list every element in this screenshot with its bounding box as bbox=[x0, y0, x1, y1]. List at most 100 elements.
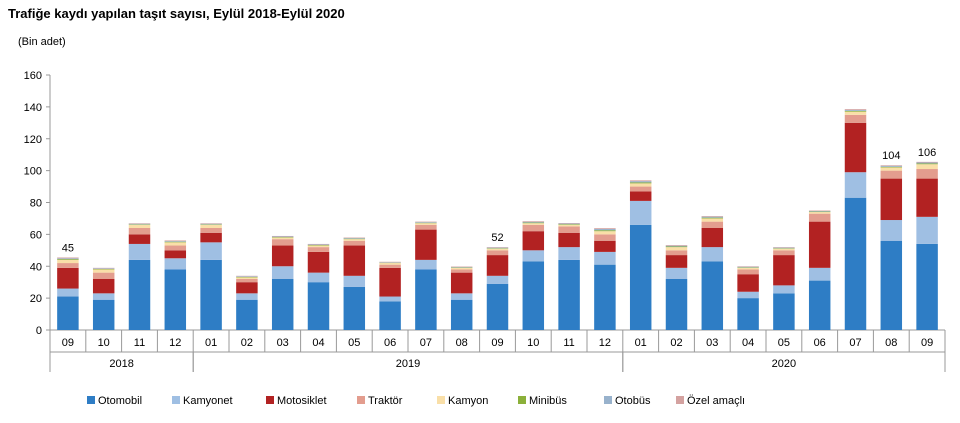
bar-segment-otob-s bbox=[844, 109, 867, 111]
bar-segment-kamyon bbox=[450, 267, 473, 270]
bar-segment-otob-s bbox=[343, 238, 366, 239]
y-tick-label: 40 bbox=[30, 261, 42, 273]
bar-segment-kamyon bbox=[307, 245, 330, 248]
bar-segment-kamyon bbox=[773, 248, 795, 251]
bar-segment-trakt-r bbox=[486, 250, 509, 256]
bar-segment-kamyonet bbox=[737, 291, 759, 299]
chart-title: Trafiğe kaydı yapılan taşıt sayısı, Eylü… bbox=[8, 6, 345, 21]
bar-segment-motosiklet bbox=[808, 221, 831, 268]
bar-segment-kamyonet bbox=[307, 272, 330, 283]
bar-segment-otob-s bbox=[916, 162, 938, 164]
y-axis-label: (Bin adet) bbox=[18, 36, 66, 48]
bar-segment--zel-ama-l- bbox=[665, 245, 688, 246]
bar-segment-otob-s bbox=[629, 181, 652, 183]
bar-segment-motosiklet bbox=[665, 255, 688, 268]
bar-segment-motosiklet bbox=[92, 279, 115, 294]
bar-segment-kamyon bbox=[558, 224, 580, 227]
x-group-label: 2020 bbox=[772, 358, 796, 370]
bar-segment-trakt-r bbox=[271, 239, 294, 246]
legend-swatch bbox=[518, 396, 526, 404]
data-label-total: 104 bbox=[882, 150, 900, 162]
bar-segment-kamyon bbox=[594, 231, 616, 235]
x-tick-label: 08 bbox=[885, 337, 897, 349]
bar-segment-otomobil bbox=[486, 283, 509, 330]
x-tick-label: 07 bbox=[420, 337, 432, 349]
bar-segment-kamyon bbox=[271, 237, 294, 240]
legend-entry: Kamyonet bbox=[183, 395, 233, 407]
bar-segment-otob-s bbox=[701, 216, 724, 218]
bar-segment-kamyonet bbox=[450, 293, 473, 300]
bar-segment--zel-ama-l- bbox=[880, 165, 903, 166]
bar-segment-kamyonet bbox=[522, 250, 545, 262]
bar-segment-kamyon bbox=[844, 111, 867, 115]
x-tick-label: 11 bbox=[563, 337, 574, 349]
bar-segment-otomobil bbox=[343, 286, 366, 330]
bar-segment-kamyon bbox=[629, 183, 652, 187]
x-tick-label: 09 bbox=[62, 337, 74, 349]
bar-segment-kamyonet bbox=[773, 285, 795, 294]
bar-segment-otob-s bbox=[737, 266, 759, 268]
bar-segment-kamyon bbox=[880, 167, 903, 171]
legend-swatch bbox=[172, 396, 180, 404]
bar-segment-trakt-r bbox=[200, 228, 222, 233]
bar-segment-minib-s bbox=[594, 230, 616, 232]
bar-segment-kamyon bbox=[200, 224, 222, 228]
bar-segment-motosiklet bbox=[200, 232, 222, 243]
bar-segment--zel-ama-l- bbox=[522, 221, 545, 222]
y-tick-label: 20 bbox=[30, 293, 42, 305]
bar-segment-motosiklet bbox=[916, 178, 938, 217]
bar-segment-motosiklet bbox=[57, 267, 79, 289]
bar-segment-trakt-r bbox=[808, 213, 831, 222]
bar-segment-motosiklet bbox=[379, 267, 401, 297]
bar-segment-kamyonet bbox=[164, 258, 187, 270]
bar-segment-kamyon bbox=[57, 259, 79, 264]
bar-segment-kamyonet bbox=[558, 247, 580, 260]
bar-segment-trakt-r bbox=[916, 169, 938, 179]
bar-segment-otob-s bbox=[808, 210, 831, 212]
bar-segment-kamyonet bbox=[665, 267, 688, 279]
x-tick-label: 08 bbox=[456, 337, 468, 349]
bar-segment-trakt-r bbox=[307, 247, 330, 252]
bar-segment-otob-s bbox=[486, 247, 509, 249]
bar-segment-otomobil bbox=[808, 280, 831, 330]
bar-segment-trakt-r bbox=[379, 264, 401, 268]
bar-segment-otomobil bbox=[773, 293, 795, 330]
legend-entry: Otomobil bbox=[98, 395, 142, 407]
bar-segment-trakt-r bbox=[415, 224, 437, 230]
x-tick-label: 01 bbox=[205, 337, 217, 349]
bar-segment-trakt-r bbox=[880, 170, 903, 179]
bar-segment-trakt-r bbox=[450, 269, 473, 273]
bar-segment-otomobil bbox=[522, 261, 545, 330]
bar-segment-minib-s bbox=[629, 182, 652, 184]
bar-segment-kamyon bbox=[379, 263, 401, 265]
bar-segment-motosiklet bbox=[558, 232, 580, 248]
bar-segment-trakt-r bbox=[236, 279, 258, 283]
bar-segment-minib-s bbox=[558, 224, 580, 225]
bar-segment--zel-ama-l- bbox=[594, 228, 616, 229]
bar-segment-minib-s bbox=[844, 110, 867, 112]
bar-segment-kamyonet bbox=[916, 216, 938, 244]
bar-segment-otob-s bbox=[92, 268, 115, 269]
bar-segment-kamyonet bbox=[844, 172, 867, 198]
bar-segment-kamyonet bbox=[200, 242, 222, 260]
bar-segment-kamyon bbox=[128, 224, 151, 228]
x-tick-label: 06 bbox=[384, 337, 396, 349]
bar-segment-otob-s bbox=[307, 244, 330, 246]
legend-swatch bbox=[357, 396, 365, 404]
bar-segment--zel-ama-l- bbox=[164, 240, 187, 242]
bar-segment-kamyonet bbox=[343, 275, 366, 287]
bar-segment-trakt-r bbox=[594, 234, 616, 241]
legend-swatch bbox=[604, 396, 612, 404]
y-tick-label: 120 bbox=[24, 134, 42, 146]
bar-segment-otob-s bbox=[236, 276, 258, 277]
bar-segment-trakt-r bbox=[128, 228, 151, 235]
bar-segment-motosiklet bbox=[343, 245, 366, 276]
bar-segment-otob-s bbox=[522, 221, 545, 223]
x-tick-label: 12 bbox=[599, 337, 611, 349]
bar-segment-kamyon bbox=[808, 212, 831, 214]
bar-segment-otob-s bbox=[200, 223, 222, 225]
bar-segment-otomobil bbox=[379, 301, 401, 330]
bar-segment-minib-s bbox=[880, 166, 903, 168]
bar-segment-kamyonet bbox=[808, 267, 831, 281]
